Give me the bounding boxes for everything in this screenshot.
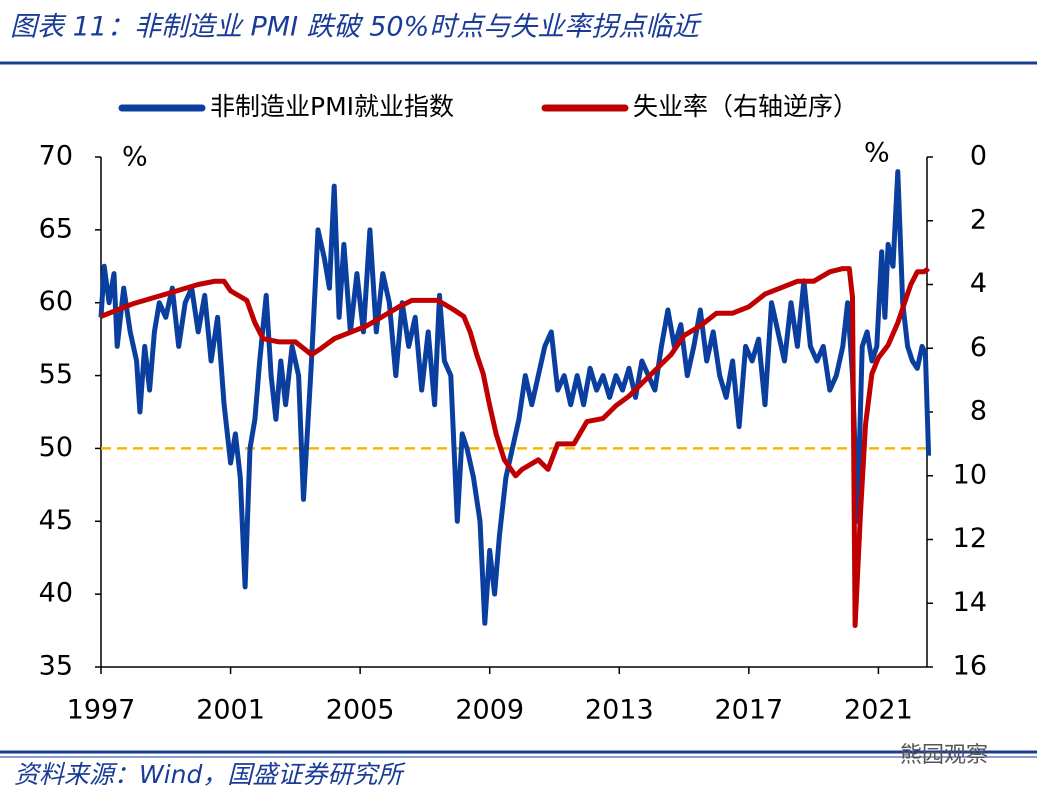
legend-label: 失业率（右轴逆序） (633, 92, 858, 121)
y2-tick-label: 8 (970, 396, 987, 427)
x-tick-label: 2017 (714, 695, 783, 726)
y-tick-label: 50 (39, 432, 73, 463)
y2-tick-label: 14 (953, 587, 987, 618)
y-tick-label: 65 (39, 213, 73, 244)
chart-title: 图表 11：非制造业 PMI 跌破 50%时点与失业率拐点临近 (10, 12, 703, 43)
y2-unit: % (864, 138, 890, 169)
x-tick-label: 2009 (455, 695, 524, 726)
y2-tick-label: 12 (953, 523, 987, 554)
y-tick-label: 45 (39, 505, 73, 536)
legend-label: 非制造业PMI就业指数 (210, 92, 454, 121)
y2-tick-label: 0 (970, 141, 987, 172)
x-tick-label: 1997 (67, 695, 136, 726)
y-tick-label: 55 (39, 359, 73, 390)
x-tick-label: 2005 (326, 695, 395, 726)
y-unit: % (122, 142, 148, 173)
y2-tick-label: 10 (953, 459, 987, 490)
series-line (98, 169, 932, 626)
y2-tick-label: 4 (970, 268, 987, 299)
x-tick-label: 2013 (585, 695, 654, 726)
y-tick-label: 60 (39, 286, 73, 317)
y-tick-label: 70 (39, 141, 73, 172)
watermark: 熊园观察 (900, 743, 988, 768)
y2-tick-label: 16 (953, 651, 987, 682)
y-tick-label: 40 (39, 578, 73, 609)
series-line (100, 266, 930, 629)
y2-tick-label: 2 (970, 204, 987, 235)
x-tick-label: 2001 (196, 695, 265, 726)
source: 资料来源：Wind，国盛证券研究所 (14, 760, 406, 789)
x-tick-label: 2021 (844, 695, 913, 726)
y2-tick-label: 6 (970, 332, 987, 363)
y-tick-label: 35 (39, 651, 73, 682)
